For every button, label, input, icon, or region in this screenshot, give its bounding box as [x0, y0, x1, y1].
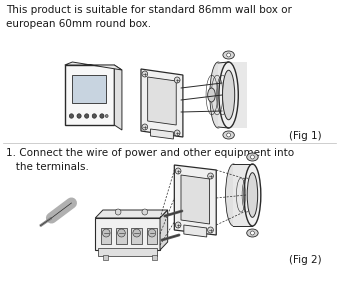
- Polygon shape: [151, 129, 173, 139]
- Bar: [95, 218, 160, 250]
- Circle shape: [85, 114, 89, 118]
- Ellipse shape: [247, 229, 258, 237]
- Ellipse shape: [219, 62, 238, 128]
- Polygon shape: [65, 62, 122, 70]
- Polygon shape: [95, 210, 168, 218]
- Circle shape: [175, 222, 181, 228]
- Bar: [65, 65, 114, 125]
- Ellipse shape: [208, 88, 215, 102]
- Ellipse shape: [223, 51, 234, 59]
- Circle shape: [69, 114, 74, 118]
- Polygon shape: [234, 164, 252, 226]
- Circle shape: [100, 114, 104, 118]
- Circle shape: [103, 229, 110, 237]
- Bar: [103, 255, 108, 260]
- Ellipse shape: [244, 164, 261, 226]
- Circle shape: [115, 209, 121, 215]
- Circle shape: [251, 155, 254, 159]
- Circle shape: [117, 229, 125, 237]
- Circle shape: [142, 71, 148, 77]
- Text: 1. Connect the wire of power and other equipment into
   the terminals.: 1. Connect the wire of power and other e…: [6, 148, 294, 172]
- Circle shape: [148, 229, 156, 237]
- Bar: [116, 228, 127, 244]
- Circle shape: [227, 133, 231, 137]
- Circle shape: [174, 77, 180, 83]
- Bar: [152, 255, 157, 260]
- Bar: [147, 228, 157, 244]
- Text: This product is suitable for standard 86mm wall box or
european 60mm round box.: This product is suitable for standard 86…: [6, 5, 292, 29]
- Polygon shape: [181, 175, 210, 224]
- Ellipse shape: [226, 164, 241, 226]
- Bar: [131, 228, 142, 244]
- Circle shape: [251, 231, 254, 235]
- Ellipse shape: [222, 70, 235, 120]
- Polygon shape: [114, 65, 122, 130]
- Bar: [101, 228, 111, 244]
- Polygon shape: [184, 225, 207, 237]
- Ellipse shape: [210, 62, 226, 128]
- Circle shape: [227, 53, 231, 57]
- Circle shape: [174, 130, 180, 136]
- Bar: [98, 248, 157, 256]
- Ellipse shape: [223, 131, 234, 139]
- Circle shape: [77, 114, 81, 118]
- Bar: [72, 75, 106, 103]
- Circle shape: [142, 124, 148, 130]
- Circle shape: [105, 115, 108, 118]
- Text: (Fig 1): (Fig 1): [289, 131, 321, 141]
- Circle shape: [142, 209, 148, 215]
- Polygon shape: [174, 165, 216, 235]
- Circle shape: [208, 227, 213, 233]
- Ellipse shape: [247, 153, 258, 161]
- Circle shape: [175, 168, 181, 174]
- Circle shape: [92, 114, 96, 118]
- FancyBboxPatch shape: [218, 62, 247, 128]
- Ellipse shape: [247, 173, 258, 217]
- Text: (Fig 2): (Fig 2): [289, 255, 321, 265]
- Circle shape: [208, 173, 213, 179]
- Polygon shape: [141, 69, 183, 137]
- Circle shape: [133, 229, 141, 237]
- Polygon shape: [160, 210, 168, 250]
- Polygon shape: [148, 77, 176, 125]
